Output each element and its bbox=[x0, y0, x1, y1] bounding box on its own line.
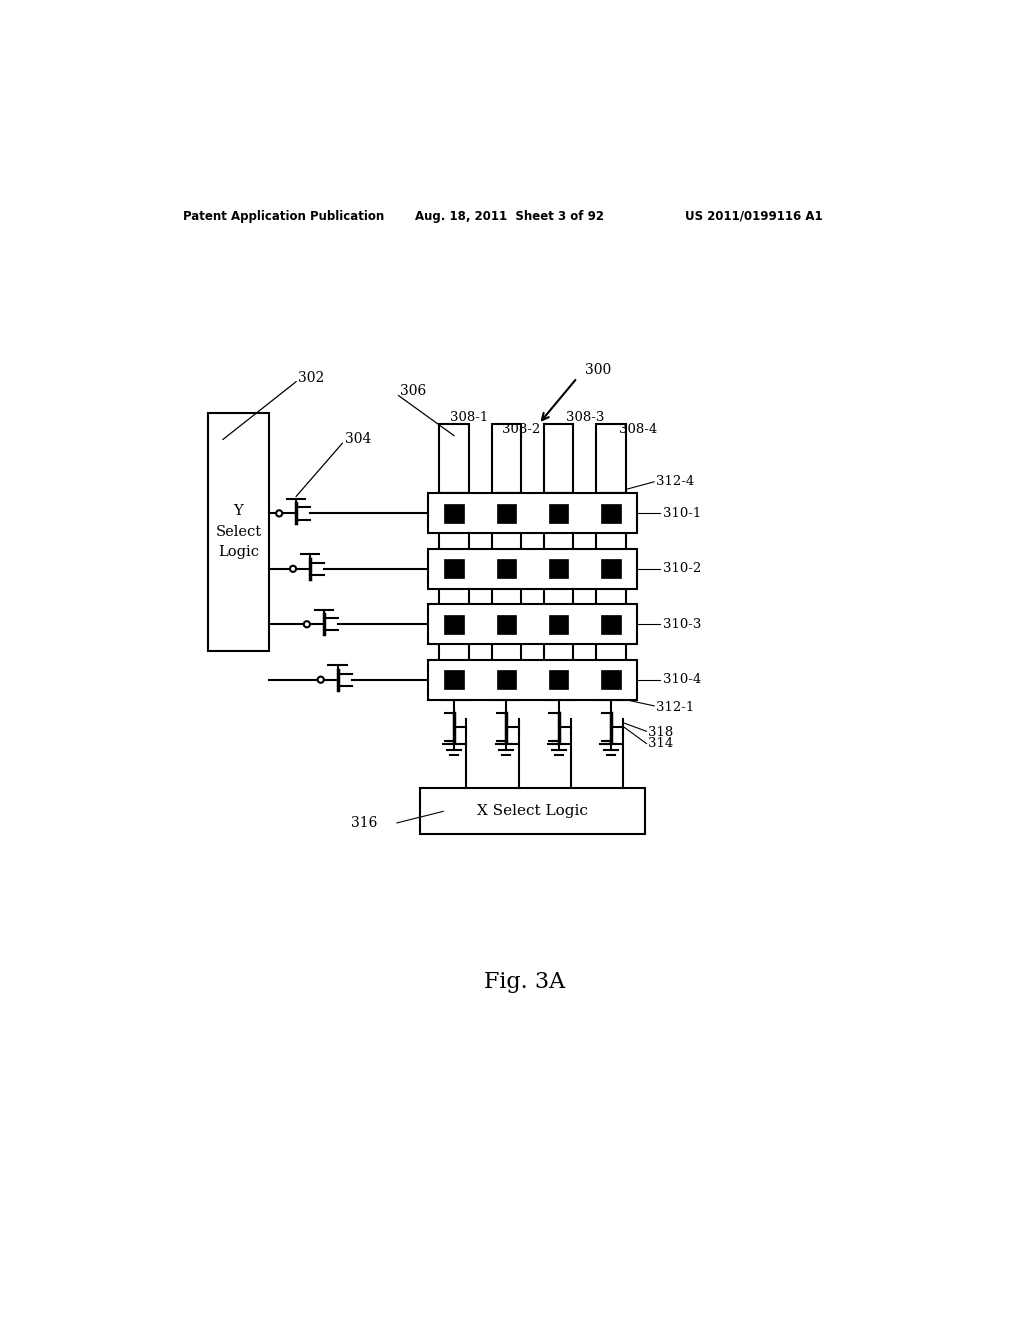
Text: Fig. 3A: Fig. 3A bbox=[484, 972, 565, 994]
Bar bbox=[444, 504, 464, 523]
Text: 306: 306 bbox=[400, 384, 426, 397]
Bar bbox=[549, 615, 568, 634]
Bar bbox=[601, 615, 621, 634]
Text: 300: 300 bbox=[585, 363, 611, 378]
Bar bbox=[549, 671, 568, 689]
Text: 310-1: 310-1 bbox=[663, 507, 700, 520]
Bar bbox=[428, 605, 637, 644]
Bar bbox=[544, 494, 573, 700]
Text: Aug. 18, 2011  Sheet 3 of 92: Aug. 18, 2011 Sheet 3 of 92 bbox=[416, 210, 604, 223]
Circle shape bbox=[304, 622, 310, 627]
Text: US 2011/0199116 A1: US 2011/0199116 A1 bbox=[685, 210, 822, 223]
Text: 308-2: 308-2 bbox=[503, 422, 541, 436]
Circle shape bbox=[290, 566, 296, 572]
Bar bbox=[439, 424, 469, 494]
Text: Y
Select
Logic: Y Select Logic bbox=[215, 504, 261, 560]
Bar bbox=[420, 788, 645, 834]
Bar bbox=[492, 424, 521, 494]
Text: 316: 316 bbox=[351, 816, 377, 830]
Bar bbox=[549, 560, 568, 578]
Bar bbox=[439, 494, 469, 700]
Text: 314: 314 bbox=[648, 737, 673, 750]
Bar bbox=[428, 549, 637, 589]
Text: X Select Logic: X Select Logic bbox=[477, 804, 588, 818]
Bar bbox=[428, 660, 637, 700]
Bar bbox=[444, 560, 464, 578]
Bar bbox=[497, 615, 516, 634]
Bar bbox=[601, 560, 621, 578]
Circle shape bbox=[276, 511, 283, 516]
Bar bbox=[444, 615, 464, 634]
Text: Patent Application Publication: Patent Application Publication bbox=[183, 210, 384, 223]
Bar bbox=[544, 424, 573, 494]
Text: 312-1: 312-1 bbox=[656, 701, 694, 714]
Bar bbox=[492, 494, 521, 700]
Text: 310-2: 310-2 bbox=[663, 562, 700, 576]
Text: 310-3: 310-3 bbox=[663, 618, 701, 631]
Text: 308-4: 308-4 bbox=[618, 422, 657, 436]
Bar bbox=[549, 504, 568, 523]
Bar bbox=[497, 504, 516, 523]
Text: 302: 302 bbox=[298, 371, 325, 385]
Bar bbox=[601, 504, 621, 523]
Bar bbox=[208, 413, 269, 651]
Text: 312-4: 312-4 bbox=[656, 475, 694, 488]
Bar bbox=[497, 671, 516, 689]
Text: 308-3: 308-3 bbox=[566, 411, 605, 424]
Text: 310-4: 310-4 bbox=[663, 673, 700, 686]
Bar bbox=[444, 671, 464, 689]
Bar bbox=[596, 424, 626, 494]
Bar bbox=[596, 494, 626, 700]
Text: 318: 318 bbox=[648, 726, 673, 739]
Bar bbox=[601, 671, 621, 689]
Bar bbox=[497, 560, 516, 578]
Circle shape bbox=[317, 677, 324, 682]
Text: 304: 304 bbox=[345, 432, 371, 446]
Text: 308-1: 308-1 bbox=[451, 411, 488, 424]
Bar bbox=[428, 494, 637, 533]
